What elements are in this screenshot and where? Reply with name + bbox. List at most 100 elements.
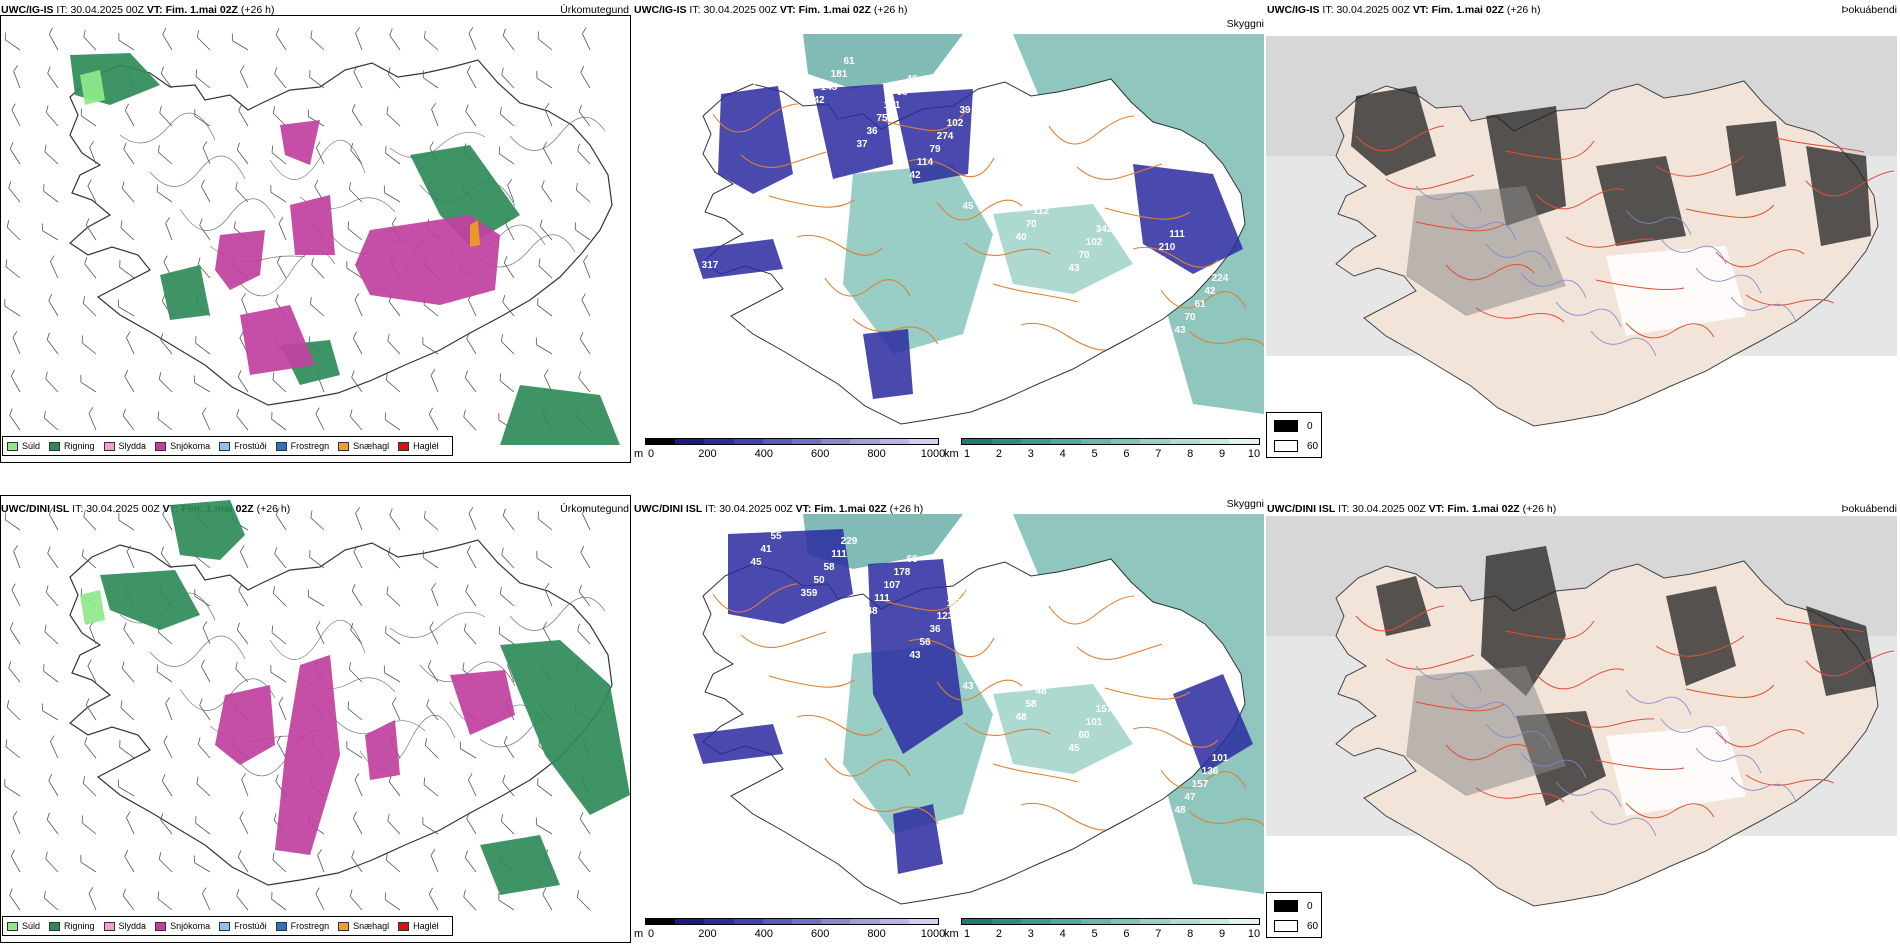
wind-barb-staff	[44, 151, 59, 165]
precip-area	[500, 385, 620, 445]
wind-barb-staff	[158, 631, 173, 645]
wind-barb-flag	[194, 588, 196, 597]
wind-barb-flag	[44, 144, 47, 152]
wind-barb-staff	[200, 666, 211, 683]
wind-barb-staff	[241, 299, 249, 317]
wind-barb-staff	[505, 223, 515, 241]
river-line	[1660, 718, 1727, 745]
wind-barb-staff	[579, 338, 591, 355]
wind-barb-staff	[158, 151, 173, 165]
wind-barb-staff	[118, 39, 135, 51]
wind-barb-flag	[84, 737, 88, 745]
wind-barb	[235, 181, 249, 203]
wind-barb	[83, 509, 97, 531]
wind-barb-staff	[47, 553, 59, 569]
wind-barb-flag	[307, 589, 309, 597]
panel-title: Úrkomutegund	[560, 4, 629, 16]
ceiling-value-label: 91	[1108, 211, 1120, 222]
wind-barb-staff	[272, 859, 287, 873]
wind-barb-staff	[502, 35, 515, 51]
map-frame	[0, 495, 631, 943]
wind-barb-staff	[463, 896, 477, 911]
wind-barb-staff	[389, 35, 401, 51]
wind-barb-staff	[353, 551, 363, 569]
wind-barb	[8, 181, 21, 203]
map-layer	[4, 500, 630, 911]
wind-barb-staff	[89, 627, 97, 645]
wind-barb-flag	[271, 411, 273, 420]
road-line	[1655, 155, 1745, 177]
ceiling-value-label: 107	[884, 580, 901, 591]
wind-barb-flag	[314, 179, 319, 187]
wind-barb-flag	[309, 549, 311, 558]
wind-barb	[48, 293, 59, 317]
ceiling-value-label: 94	[727, 827, 739, 838]
ceiling-value-label: 111	[1169, 229, 1185, 240]
wind-barb	[466, 811, 477, 835]
precip-area	[480, 835, 560, 895]
colorbar-tick-label: 5	[1091, 448, 1098, 460]
wind-barb-staff	[272, 592, 287, 607]
wind-barb	[466, 65, 477, 89]
wind-barb	[119, 739, 135, 759]
wind-barb-flag	[85, 698, 90, 706]
wind-barb-staff	[44, 417, 59, 431]
wind-barb-flag	[240, 65, 245, 72]
ceiling-value-label: 55	[707, 373, 719, 384]
wind-barb	[123, 622, 135, 645]
wind-barb	[5, 259, 21, 279]
ceiling-value-label: 105	[1129, 761, 1146, 772]
ceiling-value-label: 70	[1025, 219, 1037, 230]
wind-barb	[383, 185, 401, 203]
wind-barb	[275, 28, 287, 51]
wind-barb	[274, 67, 287, 89]
road-line	[852, 798, 939, 825]
wind-barb-staff	[428, 894, 439, 911]
wind-barb-staff	[544, 109, 553, 127]
ceiling-value-label: 44	[697, 526, 709, 537]
ceiling-value-label: 36	[866, 126, 878, 137]
road-line	[1445, 264, 1535, 281]
wind-barb-staff	[42, 710, 59, 721]
wind-barb-flag	[310, 30, 313, 38]
wind-barb	[157, 891, 173, 911]
legend-label: Snæhagl	[353, 921, 390, 931]
wind-barb-staff	[11, 109, 21, 127]
wind-barb-flag	[459, 741, 461, 749]
wind-barb-staff	[577, 630, 591, 645]
wind-barb-flag	[431, 583, 437, 590]
wind-barb	[80, 108, 97, 127]
legend-item: Frostregn	[275, 441, 329, 451]
wind-barb-staff	[422, 343, 439, 355]
river-line	[1695, 267, 1762, 294]
wind-barb-staff	[236, 895, 249, 911]
wind-barb-staff	[161, 780, 173, 797]
wind-barb-staff	[87, 185, 97, 203]
wind-barb	[48, 27, 59, 51]
wind-barb-flag	[351, 850, 355, 858]
fog-legend-max-swatch	[1274, 420, 1298, 432]
wind-barb	[316, 621, 325, 645]
wind-barb-flag	[11, 103, 16, 111]
wind-barb-staff	[47, 73, 59, 89]
wind-barb	[579, 812, 591, 835]
wind-barb-flag	[462, 662, 465, 670]
wind-barb-flag	[87, 179, 92, 187]
wind-barb-staff	[576, 189, 591, 203]
wind-barb-staff	[202, 413, 211, 431]
wind-barb-flag	[156, 184, 158, 192]
ceiling-map: 52 45 48 37 42 45 40 43 63 43 55 34 42 36 114 166 70 70 10…	[693, 34, 1264, 425]
wind-barb	[539, 219, 553, 241]
wind-barb-staff	[271, 152, 287, 165]
wind-barb-staff	[159, 112, 173, 127]
road-line	[824, 277, 911, 297]
river-line	[509, 116, 606, 151]
fog-area	[1596, 156, 1686, 246]
panel-title: Þokuábendi	[1841, 503, 1897, 515]
wind-barb-flag	[239, 811, 244, 819]
ceiling-value-label: 135	[1159, 722, 1176, 733]
ceiling-value-label: 47	[1184, 792, 1196, 803]
wind-barb-staff	[544, 589, 553, 607]
wind-barb-staff	[124, 110, 135, 127]
wind-barb-staff	[309, 76, 325, 89]
